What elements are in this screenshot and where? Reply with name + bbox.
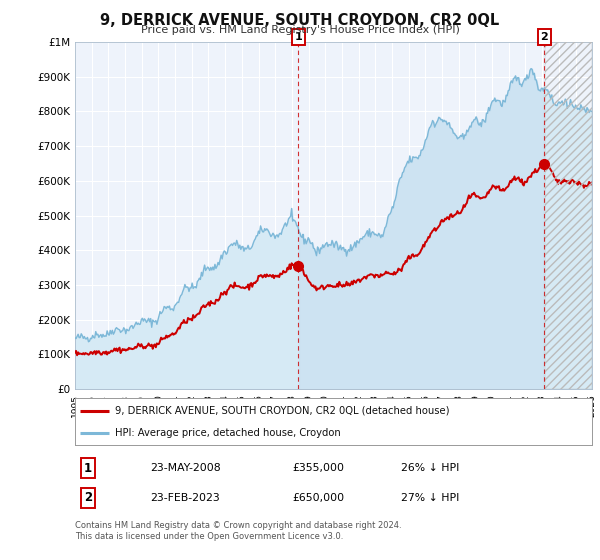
Text: Contains HM Land Registry data © Crown copyright and database right 2024.
This d: Contains HM Land Registry data © Crown c… <box>75 521 401 541</box>
Text: 9, DERRICK AVENUE, SOUTH CROYDON, CR2 0QL (detached house): 9, DERRICK AVENUE, SOUTH CROYDON, CR2 0Q… <box>115 406 450 416</box>
Text: 2: 2 <box>84 491 92 505</box>
Text: 23-MAY-2008: 23-MAY-2008 <box>150 463 221 473</box>
Text: 26% ↓ HPI: 26% ↓ HPI <box>401 463 459 473</box>
Text: 9, DERRICK AVENUE, SOUTH CROYDON, CR2 0QL: 9, DERRICK AVENUE, SOUTH CROYDON, CR2 0Q… <box>100 13 500 28</box>
Text: £355,000: £355,000 <box>292 463 344 473</box>
Text: 23-FEB-2023: 23-FEB-2023 <box>150 493 220 503</box>
Text: 27% ↓ HPI: 27% ↓ HPI <box>401 493 459 503</box>
Text: 2: 2 <box>541 32 548 42</box>
Text: 1: 1 <box>84 461 92 475</box>
Text: Price paid vs. HM Land Registry's House Price Index (HPI): Price paid vs. HM Land Registry's House … <box>140 25 460 35</box>
Text: £650,000: £650,000 <box>292 493 344 503</box>
Text: HPI: Average price, detached house, Croydon: HPI: Average price, detached house, Croy… <box>115 428 341 438</box>
Text: 1: 1 <box>295 32 302 42</box>
